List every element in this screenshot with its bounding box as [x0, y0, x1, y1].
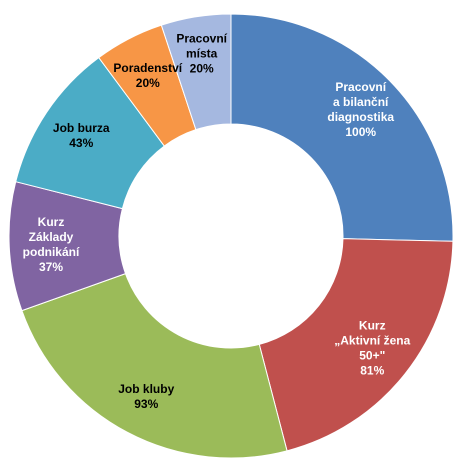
slice-label-3: Kurz Základy podnikání 37%: [23, 215, 80, 274]
slice-value-3: 37%: [39, 260, 63, 274]
slice-value-6: 20%: [190, 62, 214, 76]
slice-name-line-0-1: a bilanční: [333, 95, 389, 109]
slice-label-2: Job kluby 93%: [118, 382, 174, 411]
slice-value-1: 81%: [360, 363, 384, 377]
slice-label-4: Job burza 43%: [53, 121, 110, 150]
slice-label-5: Poradenství 20%: [113, 61, 182, 90]
slice-6: [160, 13, 232, 131]
slice-name-line-3-0: Kurz: [38, 215, 65, 229]
slice-value-4: 43%: [69, 136, 93, 150]
slice-name-line-1-0: Kurz: [359, 318, 386, 332]
slice-2: [21, 273, 288, 459]
slice-name-line-1-1: „Aktivní žena: [334, 333, 410, 347]
slice-1: [258, 238, 454, 452]
slice-name-line-0-0: Pracovní: [335, 80, 386, 94]
labels-group: Pracovní a bilanční diagnostika 100%Kurz „Ak…: [23, 32, 411, 411]
slice-label-6: Pracovní místa 20%: [176, 32, 227, 76]
slices-group: [8, 13, 454, 459]
slice-label-0: Pracovní a bilanční diagnostika 100%: [327, 80, 394, 139]
slice-name-line-3-2: podnikání: [23, 245, 80, 259]
slice-name-line-5-0: Poradenství: [113, 61, 182, 75]
slice-name-line-2-0: Job kluby: [118, 382, 174, 396]
slice-name-line-1-2: 50+": [359, 348, 385, 362]
slice-0: [230, 13, 454, 242]
slice-name-line-6-0: Pracovní: [176, 32, 227, 46]
slice-name-line-3-1: Základy: [29, 230, 74, 244]
slice-name-line-6-1: místa: [186, 47, 218, 61]
slice-name-line-4-0: Job burza: [53, 121, 110, 135]
slice-name-line-0-2: diagnostika: [327, 110, 394, 124]
slice-value-2: 93%: [134, 397, 158, 411]
slice-value-5: 20%: [136, 76, 160, 90]
slice-value-0: 100%: [345, 125, 376, 139]
slice-label-1: Kurz „Aktivní žena 50+" 81%: [334, 318, 410, 377]
